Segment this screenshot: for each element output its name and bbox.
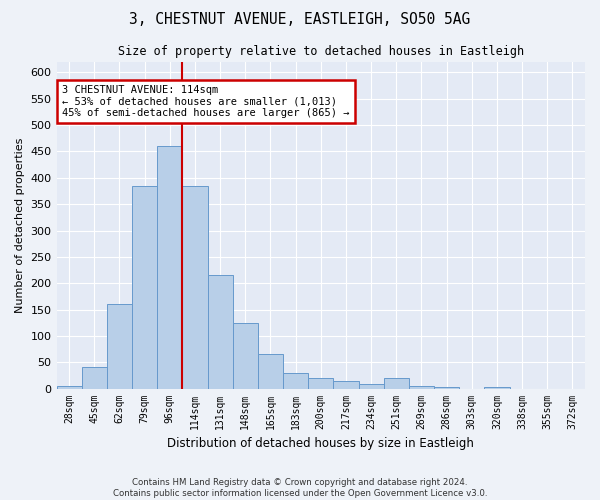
- Bar: [132, 186, 157, 388]
- Bar: [107, 304, 132, 388]
- Bar: [82, 368, 107, 388]
- Bar: [157, 146, 182, 388]
- Bar: [56, 386, 82, 388]
- Bar: [334, 380, 359, 388]
- Y-axis label: Number of detached properties: Number of detached properties: [15, 138, 25, 313]
- Title: Size of property relative to detached houses in Eastleigh: Size of property relative to detached ho…: [118, 45, 524, 58]
- Bar: [258, 354, 283, 388]
- Bar: [182, 186, 208, 388]
- Bar: [484, 387, 509, 388]
- Bar: [283, 373, 308, 388]
- Text: 3 CHESTNUT AVENUE: 114sqm
← 53% of detached houses are smaller (1,013)
45% of se: 3 CHESTNUT AVENUE: 114sqm ← 53% of detac…: [62, 85, 349, 118]
- Bar: [383, 378, 409, 388]
- Bar: [208, 276, 233, 388]
- Text: Contains HM Land Registry data © Crown copyright and database right 2024.
Contai: Contains HM Land Registry data © Crown c…: [113, 478, 487, 498]
- Bar: [308, 378, 334, 388]
- Bar: [434, 387, 459, 388]
- Bar: [233, 322, 258, 388]
- X-axis label: Distribution of detached houses by size in Eastleigh: Distribution of detached houses by size …: [167, 437, 474, 450]
- Bar: [359, 384, 383, 388]
- Bar: [409, 386, 434, 388]
- Text: 3, CHESTNUT AVENUE, EASTLEIGH, SO50 5AG: 3, CHESTNUT AVENUE, EASTLEIGH, SO50 5AG: [130, 12, 470, 28]
